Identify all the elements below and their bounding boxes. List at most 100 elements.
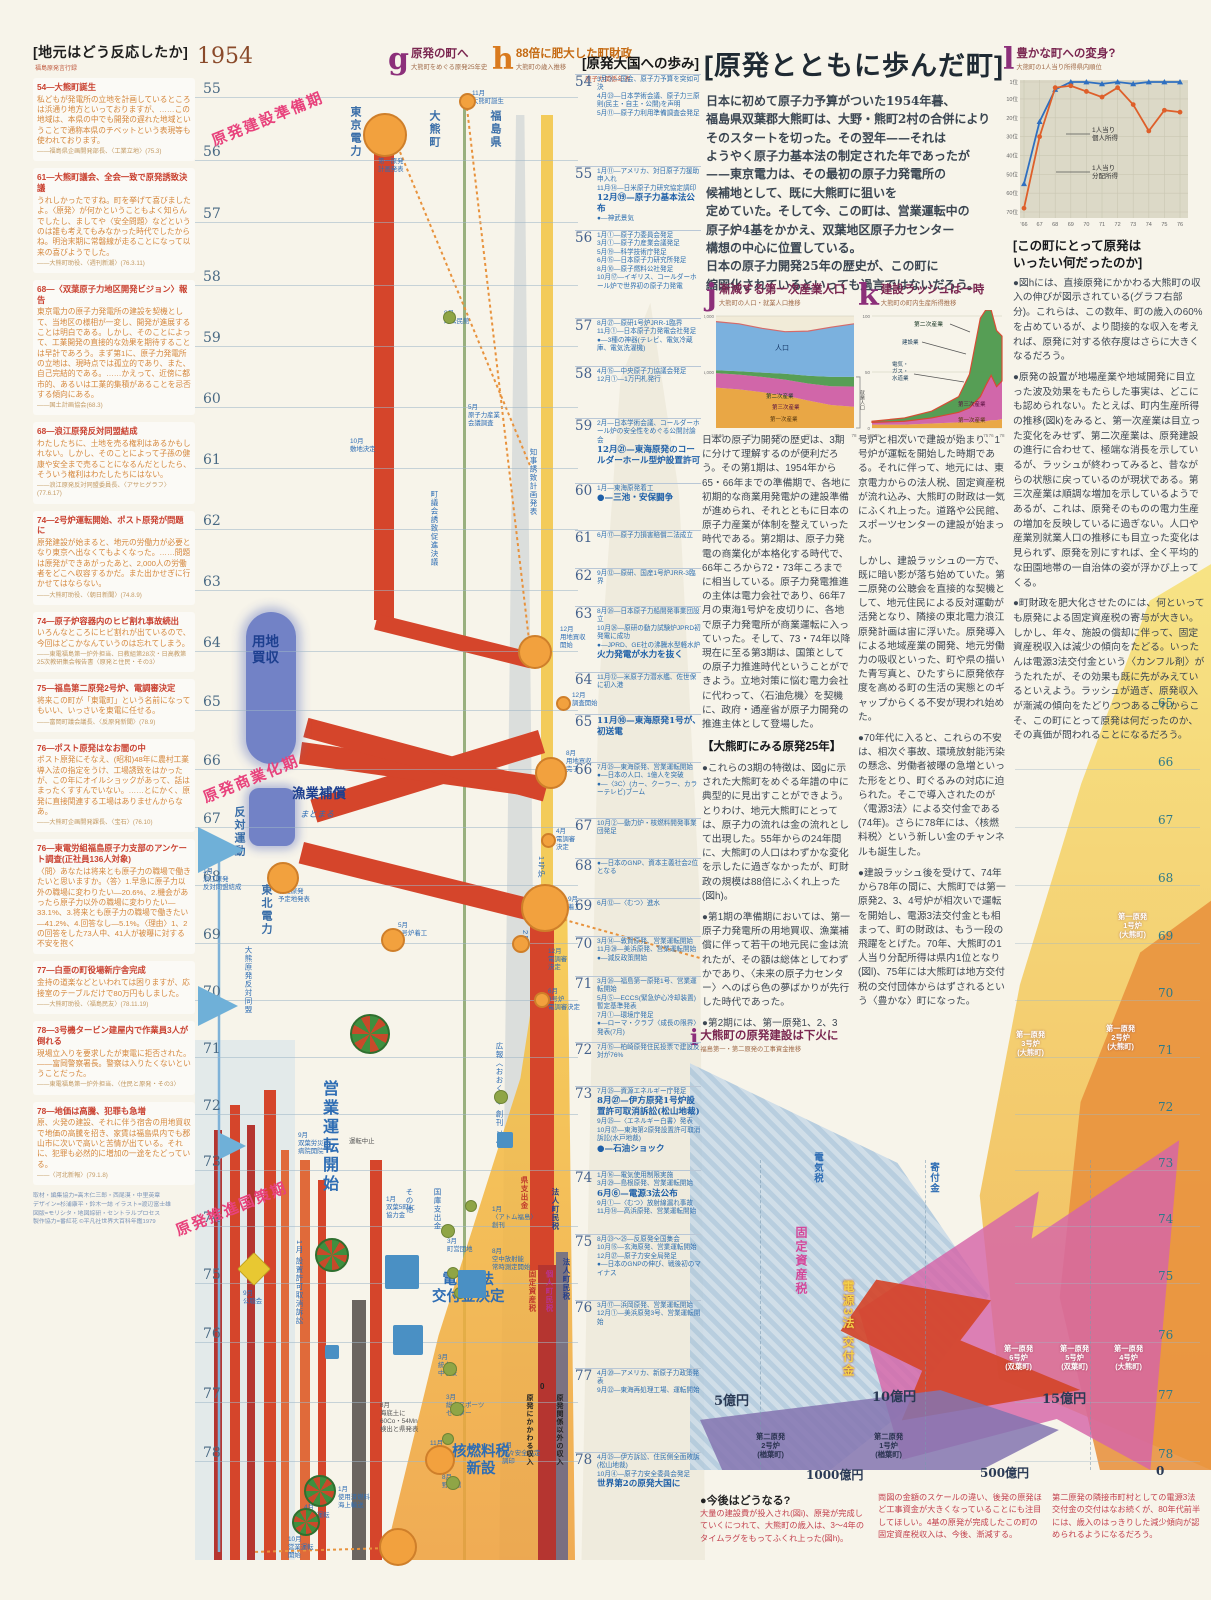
quote-title: 75—福島第二原発2号炉、電調審決定: [37, 683, 176, 694]
timeline-dot: [458, 92, 476, 110]
timeline-label: 営業運転開始: [320, 1080, 337, 1194]
year-label-right: 73: [1158, 1156, 1174, 1170]
timeline-dot: [465, 1200, 477, 1212]
year-label: 65: [203, 694, 221, 710]
article-paragraph: ●第1期の準備期においては、第一原子力発電所の用地買収、漁業補償に伴って若干の地…: [702, 911, 851, 1009]
quote-title: 54—大熊町誕生: [37, 82, 97, 92]
chrono-entry: ●—〈3C〉(カー、クーラー、カラーテレビ)ブーム: [597, 780, 698, 797]
year-gridline-right: [1015, 943, 1200, 944]
chrono-entry: 11月⑫—米原子力潜水艦、佐世保に初入港: [597, 674, 697, 690]
timeline-dot: [325, 1345, 339, 1359]
timeline-label: 4月 電調審 決定: [556, 828, 576, 851]
svg-text:建設業: 建設業: [902, 338, 919, 346]
svg-text:0: 0: [867, 426, 870, 431]
quote-body: 現場立入りを要求したが東電に拒否された。——富岡警察署長。警察は入りたくないとい…: [37, 1048, 191, 1079]
svg-text:第二次産業: 第二次産業: [914, 320, 943, 328]
h-letter: h: [492, 42, 514, 77]
chrono-year: 76: [575, 1300, 593, 1316]
chrono-entry: 6月⑮—日本原子力研究所発足: [597, 257, 687, 265]
year-label: 73: [203, 1154, 221, 1170]
chrono-year: 73: [575, 1086, 593, 1102]
article-paragraph: 号炉と相次いで建設が始まり、1号炉が運転を開始した時期である。それに伴って、地元…: [858, 435, 1005, 546]
svg-text:76: 76: [1177, 222, 1183, 228]
chrono-entry: 12月⑲—原子力基本法公布: [597, 193, 695, 215]
chrono-entry: ●—ローマ・クラブ〈成長の限界〉発表(7月): [597, 1020, 700, 1036]
year-gridline-right: [1015, 1402, 1200, 1403]
timeline-dot: [381, 928, 405, 952]
money-gridline: [1090, 1160, 1091, 1470]
chrono-entry: 12月①—美浜原発3号、営業運転開始: [597, 1310, 701, 1326]
svg-text:第三次産業: 第三次産業: [772, 403, 800, 411]
protest-triangle-icon: [198, 827, 244, 873]
svg-text:76: 76: [989, 433, 995, 438]
svg-text:68: 68: [1052, 222, 1058, 228]
quote-title: 74—原子炉容器内のヒビ割れ事故続出: [37, 615, 179, 626]
svg-text:ガス・: ガス・: [892, 367, 909, 375]
chrono-year-group: 69 6月⑫—〈むつ〉進水: [575, 898, 701, 914]
chrono-entry: 9月⑫—原研、国産1号炉JRR-3臨界: [597, 570, 696, 586]
quote-source: ——東電福島第一炉外担当、日教組第28次・日高教第25次教研集会報告書〈原発と住…: [37, 651, 187, 667]
chrono-entry: 11月⑩—東海原発1号が、初送電: [597, 716, 701, 737]
timeline-dot: [443, 1362, 457, 1376]
svg-text:第三次産業: 第三次産業: [958, 400, 986, 408]
money-gridline: [760, 1160, 761, 1470]
page-title: [原発とともに歩んだ町]: [704, 51, 1004, 81]
svg-text:60: 60: [748, 433, 754, 438]
chrono-year: 59: [575, 418, 593, 434]
timeline-dot: [441, 1224, 455, 1238]
svg-text:74: 74: [1146, 222, 1152, 228]
chrono-entry: 12月㉑—東海原発のコールダーホール型炉設置許可: [597, 445, 701, 467]
chrono-entry: ●—日本のGNP、資本主義社会2位となる: [597, 860, 699, 876]
timeline-dot: [535, 757, 567, 789]
credit-line: 取材・編集協力=高木仁三郎・西尾漠・中里英章: [33, 1192, 161, 1199]
quote-card: 54—大熊町誕生 私どもが発電所の立地を計画しているところは浜通り地方といっており…: [33, 78, 195, 162]
chrono-year-group: 67 10月②—動力炉・核燃料開発事業団発足: [575, 818, 701, 837]
year-label: 76: [203, 1326, 221, 1342]
year-label-right: 69: [1158, 929, 1174, 943]
year-label: 75: [203, 1267, 221, 1283]
chrono-year-group: 65 11月⑩—東海原発1号が、初送電: [575, 714, 701, 738]
svg-text:78: 78: [999, 433, 1005, 438]
svg-text:個人所得: 個人所得: [1092, 133, 1119, 142]
chart-j-header: j 漸減する第一次産業人口 大熊町の人口・就業人口推移: [706, 281, 845, 311]
svg-text:1人当り: 1人当り: [1092, 163, 1115, 172]
chrono-entry: ●—JPRD、GE社の沸騰水型軽水炉: [597, 641, 701, 649]
chrono-year: 54: [575, 74, 593, 90]
svg-text:50位: 50位: [1006, 170, 1018, 178]
timeline-label: 11月 大熊町誕生: [472, 90, 504, 105]
svg-text:人口: 人口: [775, 344, 789, 352]
chrono-year-group: 70 3月⑭—敦賀原発、営業運転開始 11月㉘—美浜原発、営業運転開始 ●—減反政策開…: [575, 936, 701, 963]
svg-text:水道業: 水道業: [892, 374, 909, 382]
quote-source: ——富岡町議会議長、〈反原発新聞〉(78.9): [37, 718, 156, 726]
year-gridline: [195, 1114, 578, 1115]
i-letter: i: [690, 1025, 699, 1051]
year-label: 55: [203, 81, 221, 97]
year-label-right: 66: [1158, 755, 1174, 769]
year-label: 59: [203, 330, 221, 346]
timeline-label: 運転中止: [349, 1138, 375, 1145]
timeline-label: 1954: [197, 44, 253, 69]
timeline-dot: [292, 1508, 320, 1536]
quote-source: ——大熊町助役、〈福島民友〉(78.11.19): [37, 1000, 149, 1008]
year-gridline-right: [1015, 885, 1200, 886]
svg-text:70: 70: [956, 433, 962, 438]
timeline-dot: [350, 1014, 390, 1054]
chrono-entry: 火力発電が水力を抜く: [597, 650, 683, 661]
quote-source: ——国土計画協会(68.3): [37, 402, 103, 410]
timeline-label: 国庫支出金: [433, 1188, 442, 1231]
article-column-1: 日本の原子力開発の歴史は、3期に分けて理解するのが便利だろう。その第1期は、19…: [702, 434, 852, 1039]
year-gridline: [195, 407, 578, 408]
chrono-entry: 2月—日本学術会議、コールダーホール炉の安全性をめぐる公開討論会: [597, 420, 700, 444]
chrono-year: 63: [575, 606, 593, 622]
year-label-right: 75: [1158, 1269, 1174, 1283]
timeline-dot: [494, 1090, 508, 1104]
quote-card: 77—白亜の町役場新庁舎完成 金持の道楽などといわれては困りますが、応接室のテーブ…: [33, 961, 195, 1014]
chrono-year: 65: [575, 714, 593, 730]
flow-1: [374, 614, 534, 669]
svg-text:55: 55: [875, 433, 881, 438]
year-label: 67: [203, 811, 221, 827]
chrono-year-group: 54 3月③—国会、原子力予算を突如可決 4月㉓—日本学術会議、原子力三原則(民主・…: [575, 74, 701, 118]
chrono-year: 71: [575, 976, 593, 992]
sidebar-essay: [この町にとって原発は いったい何だったのか] ●図hには、直接原発にかかわる大…: [1013, 238, 1205, 750]
chrono-entry: 5月⑲—科学技術庁発足: [597, 248, 667, 256]
